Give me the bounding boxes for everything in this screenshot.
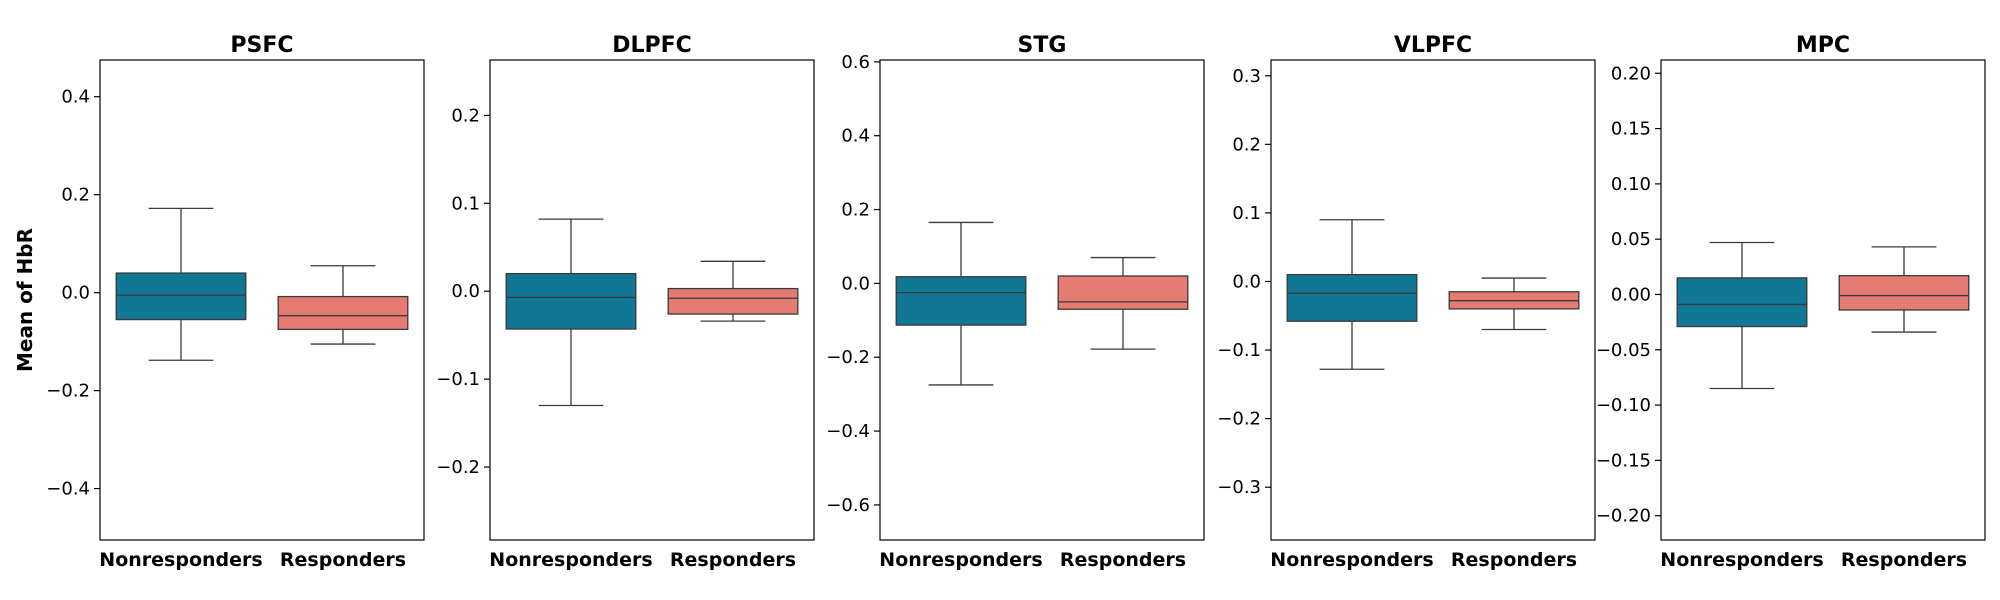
x-category-label: Nonresponders: [879, 549, 1042, 571]
y-tick-label: −0.4: [46, 479, 90, 500]
iqr-box: [1286, 273, 1418, 322]
y-tick-label: 0.00: [1611, 284, 1651, 305]
y-tick-label: 0.2: [451, 105, 480, 126]
y-tick-label: 0.0: [61, 283, 90, 304]
iqr-box: [1676, 277, 1808, 328]
y-axis-label: Mean of HbR: [13, 228, 37, 372]
x-category-label: Responders: [1451, 549, 1577, 571]
y-tick-label: 0.2: [841, 200, 870, 221]
box-responders: [1057, 256, 1189, 350]
box-nonresponders: [115, 207, 247, 361]
x-category-label: Responders: [1060, 549, 1186, 571]
y-tick-label: −0.10: [1596, 395, 1651, 416]
iqr-box: [505, 272, 637, 330]
y-tick-label: 0.4: [841, 126, 870, 147]
y-tick-label: 0.05: [1611, 229, 1651, 250]
axes-frame: [1660, 59, 1986, 541]
box-nonresponders: [505, 218, 637, 407]
axes-frame: [99, 59, 425, 541]
box-responders: [277, 265, 409, 345]
y-tick-label: 0.0: [1232, 271, 1261, 292]
y-tick-label: −0.20: [1596, 506, 1651, 527]
iqr-box: [895, 276, 1027, 326]
y-tick-label: −0.6: [826, 495, 870, 516]
y-tick-label: 0.4: [61, 87, 90, 108]
y-tick-label: 0.2: [1232, 134, 1261, 155]
panel-psfc: PSFC −0.4 −0.2 0.0 0.2 0.4 Nonresponders Respon…: [46, 33, 425, 571]
panel-title: VLPFC: [1394, 33, 1472, 58]
x-category-label: Nonresponders: [1660, 549, 1823, 571]
axes-frame: [489, 59, 815, 541]
panel-title: STG: [1018, 33, 1067, 58]
box-responders: [1448, 277, 1580, 331]
y-tick-label: −0.05: [1596, 340, 1651, 361]
iqr-box: [1057, 275, 1189, 310]
iqr-box: [277, 295, 409, 331]
panel-stg: STG −0.6 −0.4 −0.2 0.0 0.2 0.4 0.6 Nonresponders…: [826, 33, 1205, 571]
panel-dlpfc: DLPFC −0.2 −0.1 0.0 0.1 0.2 Nonresponders Respo…: [436, 33, 815, 571]
x-category-label: Nonresponders: [99, 549, 262, 571]
y-tick-label: 0.1: [451, 193, 480, 214]
panel-mpc: MPC −0.20 −0.15 −0.10 −0.05 0.00 0.05 0.10 0.15 0…: [1596, 33, 1986, 571]
axes-frame: [879, 59, 1205, 541]
y-tick-label: −0.4: [826, 421, 870, 442]
y-tick-label: 0.10: [1611, 174, 1651, 195]
y-tick-label: −0.15: [1596, 450, 1651, 471]
box-nonresponders: [1286, 219, 1418, 370]
box-nonresponders: [895, 221, 1027, 386]
panel-title: PSFC: [230, 33, 293, 58]
x-category-label: Responders: [670, 549, 796, 571]
y-tick-label: 0.3: [1232, 66, 1261, 87]
y-tick-label: 0.0: [451, 281, 480, 302]
y-tick-label: −0.3: [1217, 477, 1261, 498]
y-tick-label: 0.2: [61, 185, 90, 206]
y-tick-label: −0.1: [1217, 340, 1261, 361]
panel-vlpfc: VLPFC −0.3 −0.2 −0.1 0.0 0.1 0.2 0.3 Nonresponde…: [1217, 33, 1596, 571]
y-tick-label: 0.1: [1232, 203, 1261, 224]
y-tick-label: −0.1: [436, 369, 480, 390]
x-category-label: Nonresponders: [1270, 549, 1433, 571]
y-tick-label: 0.0: [841, 273, 870, 294]
iqr-box: [115, 272, 247, 321]
x-category-label: Responders: [1841, 549, 1967, 571]
x-category-label: Responders: [280, 549, 406, 571]
box-responders: [667, 260, 799, 322]
y-tick-label: −0.2: [1217, 409, 1261, 430]
y-tick-label: 0.20: [1611, 63, 1651, 84]
x-category-label: Nonresponders: [489, 549, 652, 571]
y-tick-label: 0.15: [1611, 119, 1651, 140]
panel-title: MPC: [1796, 33, 1850, 58]
iqr-box: [1838, 275, 1970, 311]
panel-title: DLPFC: [612, 33, 692, 58]
box-nonresponders: [1676, 241, 1808, 390]
box-responders: [1838, 246, 1970, 333]
y-tick-label: 0.6: [841, 52, 870, 73]
axes-frame: [1270, 59, 1596, 541]
y-tick-label: −0.2: [46, 381, 90, 402]
y-tick-label: −0.2: [436, 457, 480, 478]
iqr-box: [667, 287, 799, 315]
y-tick-label: −0.2: [826, 347, 870, 368]
